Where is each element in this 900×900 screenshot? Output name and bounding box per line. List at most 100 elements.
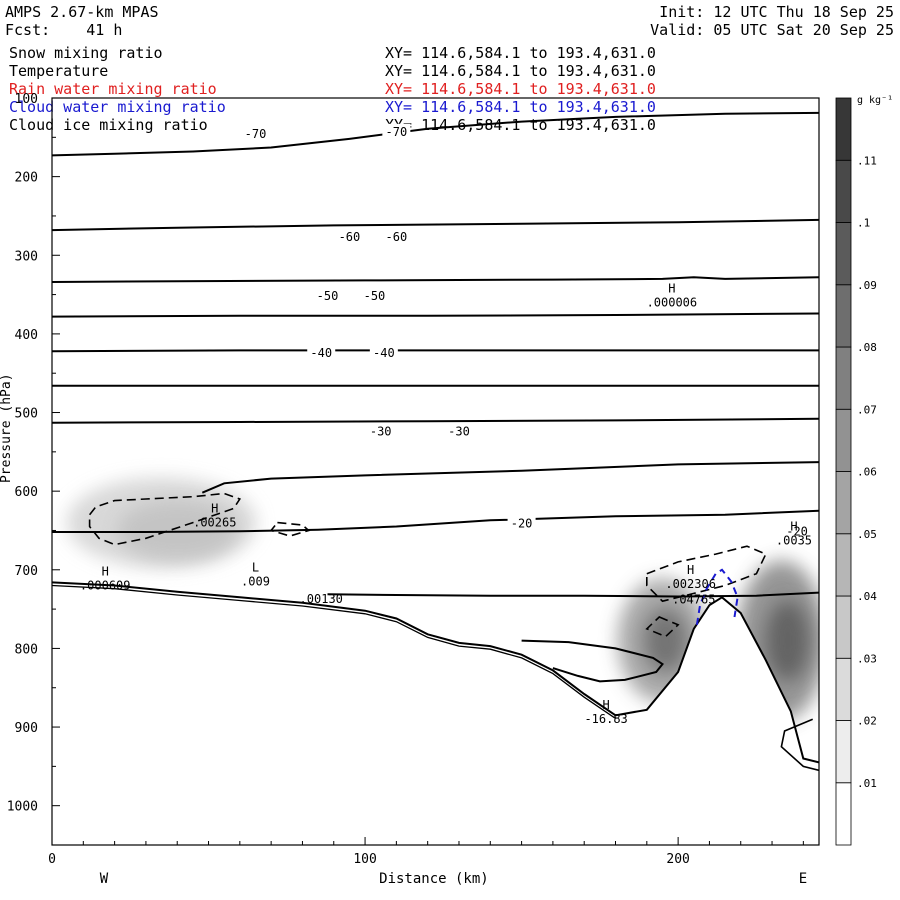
snow-shading-area xyxy=(617,578,708,703)
y-tick-label: 400 xyxy=(15,328,38,343)
temperature-contour xyxy=(52,349,819,353)
contour-label: -60 xyxy=(339,230,361,244)
extremum-value: .000609 xyxy=(80,579,131,593)
temperature-contour xyxy=(327,591,819,598)
y-tick-label: 800 xyxy=(15,642,38,657)
snow-mixing-contour xyxy=(646,545,767,603)
x-tick-label: 200 xyxy=(666,852,689,867)
snow-shading-area xyxy=(643,608,688,673)
y-tick-label: 600 xyxy=(15,485,38,500)
contour-label: -50 xyxy=(317,289,339,303)
init-label: Init: xyxy=(659,3,705,21)
y-tick-label: 200 xyxy=(15,171,38,186)
colorbar-unit: g kg⁻¹ xyxy=(857,95,893,106)
contour-label-bg xyxy=(366,423,395,439)
colorbar-segment xyxy=(835,346,852,410)
contour-label-bg xyxy=(313,288,342,304)
contour-label-bg xyxy=(241,126,270,142)
contour-label: -20 xyxy=(511,516,533,530)
field-xy-range: XY= 114.6,584.1 to 193.4,631.0 xyxy=(385,62,656,80)
colorbar-tick-label: .1 xyxy=(857,217,870,230)
x-tick-label: 100 xyxy=(353,852,376,867)
field-name: Snow mixing ratio xyxy=(9,44,163,62)
surface-pressure-line xyxy=(52,584,616,719)
field-xy-range: XY= 114.6,584.1 to 193.4,631.0 xyxy=(385,116,656,134)
colorbar-segment xyxy=(835,720,852,784)
west-label: W xyxy=(100,871,109,887)
snow-shading-area xyxy=(66,477,257,568)
colorbar-segment xyxy=(835,222,852,286)
contour-label: -40 xyxy=(310,346,332,360)
fcst-label: Fcst: xyxy=(5,21,51,39)
extremum-value: .0035 xyxy=(776,534,812,548)
extremum-symbol: L xyxy=(252,561,259,575)
colorbar-segment xyxy=(835,595,852,659)
field-name: Cloud ice mixing ratio xyxy=(9,116,208,134)
temperature-contour xyxy=(780,718,819,772)
init-value: 12 UTC Thu 18 Sep 25 xyxy=(713,3,894,21)
colorbar-tick-label: .03 xyxy=(857,652,877,665)
snow-shading-area xyxy=(117,500,238,561)
contour-label: -30 xyxy=(448,424,470,438)
colorbar-tick-label: .07 xyxy=(857,403,877,416)
colorbar-tick-label: .06 xyxy=(857,466,877,479)
model-title: AMPS 2.67-km MPAS xyxy=(5,3,159,21)
terrain-surface-line xyxy=(52,581,819,764)
extremum-value: .04765 xyxy=(672,593,715,607)
valid-label: Valid: xyxy=(650,21,705,39)
field-name: Cloud water mixing ratio xyxy=(9,98,226,116)
contour-label-bg xyxy=(307,344,336,360)
y-axis-label: Pressure (hPa) xyxy=(0,373,14,483)
init-time: Init: 12 UTC Thu 18 Sep 25 xyxy=(659,3,894,21)
colorbar-tick-label: .08 xyxy=(857,341,877,354)
snow-shading-area xyxy=(736,560,819,721)
y-tick-label: 700 xyxy=(15,564,38,579)
snow-mixing-contour xyxy=(645,616,680,638)
colorbar-segment xyxy=(835,471,852,535)
snow-mixing-contour xyxy=(88,492,242,546)
extremum-value: .000006 xyxy=(647,295,698,309)
x-axis-label: Distance (km) xyxy=(379,871,489,887)
contour-label: -60 xyxy=(386,230,408,244)
valid-time: Valid: 05 UTC Sat 20 Sep 25 xyxy=(650,21,894,39)
colorbar-tick-label: .05 xyxy=(857,528,877,541)
contour-label: -20 xyxy=(786,524,808,538)
extremum-symbol: H xyxy=(687,563,694,577)
extremum-value: .00130 xyxy=(300,592,343,606)
snow-mixing-contour xyxy=(269,521,311,537)
plot-frame xyxy=(51,97,820,846)
valid-value: 05 UTC Sat 20 Sep 25 xyxy=(713,21,894,39)
colorbar-tick-label: .11 xyxy=(857,154,877,167)
extremum-symbol: H xyxy=(668,281,675,295)
field-xy-range: XY= 114.6,584.1 to 193.4,631.0 xyxy=(385,80,656,98)
y-tick-label: 300 xyxy=(15,249,38,264)
y-tick-label: 900 xyxy=(15,721,38,736)
temperature-contour xyxy=(52,417,819,424)
colorbar-tick-label: .04 xyxy=(857,590,877,603)
contour-label-bg xyxy=(507,515,536,531)
contour-label: -70 xyxy=(245,127,267,141)
contour-label: -40 xyxy=(373,346,395,360)
terrain-fill xyxy=(52,582,819,845)
y-tick-label: 1000 xyxy=(7,800,38,815)
extremum-symbol: H xyxy=(211,502,218,516)
temperature-contour xyxy=(52,218,819,232)
colorbar-segment xyxy=(835,657,852,721)
colorbar-segment xyxy=(835,782,852,846)
colorbar-segment xyxy=(835,533,852,597)
field-name: Temperature xyxy=(9,62,109,80)
fcst-value: 41 h xyxy=(86,21,123,39)
colorbar-tick-label: .02 xyxy=(857,715,877,728)
field-xy-range: XY= 114.6,584.1 to 193.4,631.0 xyxy=(385,98,656,116)
colorbar-tick-label: .01 xyxy=(857,777,877,790)
contour-label-bg xyxy=(783,523,812,539)
colorbar-segment xyxy=(835,408,852,472)
colorbar-tick-label: .09 xyxy=(857,279,877,292)
field-xy-range: XY= 114.6,584.1 to 193.4,631.0 xyxy=(385,44,656,62)
contour-label-bg xyxy=(369,344,398,360)
snow-shading-area xyxy=(765,600,810,681)
cloud-water-contour xyxy=(695,568,739,625)
x-tick-label: 0 xyxy=(48,852,56,867)
